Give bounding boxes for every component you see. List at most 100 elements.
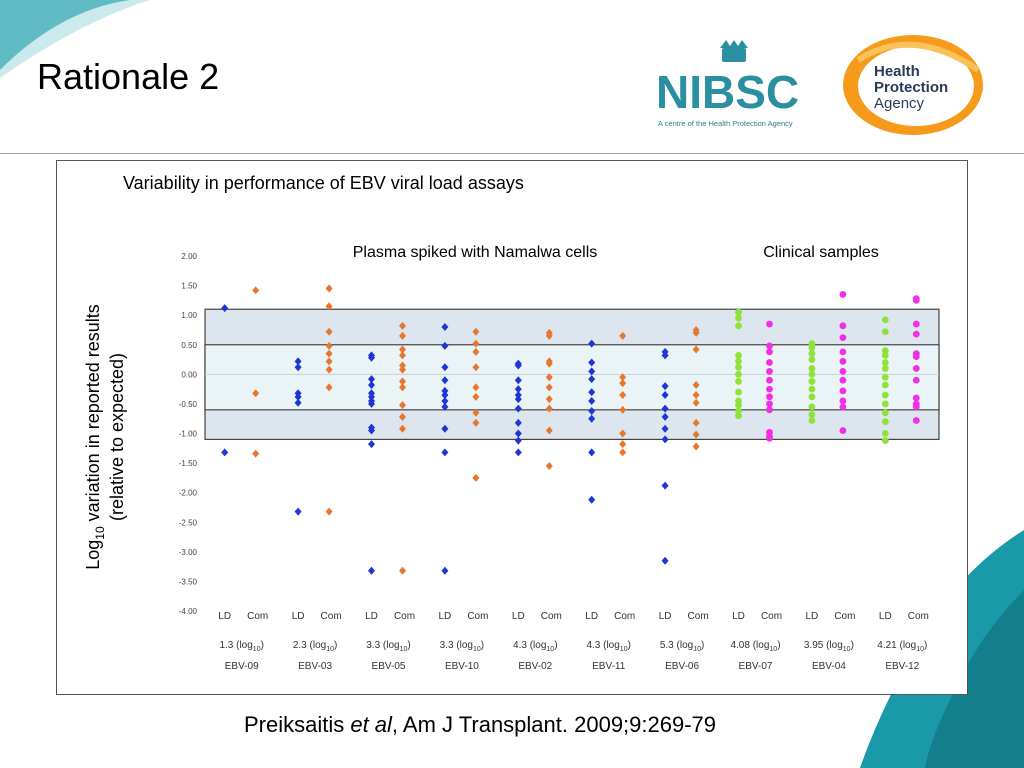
data-point-ld bbox=[441, 566, 449, 575]
data-point-com bbox=[692, 442, 700, 451]
data-point-com bbox=[912, 320, 920, 328]
x-label-com: Com bbox=[688, 611, 709, 622]
data-point-com bbox=[545, 404, 553, 413]
data-point-ld bbox=[441, 376, 449, 385]
data-point-ld bbox=[661, 424, 669, 433]
data-point-ld bbox=[294, 392, 302, 401]
y-tick-label: -3.00 bbox=[179, 548, 198, 557]
data-point-ld bbox=[588, 375, 596, 384]
citation-rest: , Am J Transplant. 2009;9:269-79 bbox=[391, 712, 717, 737]
data-point-ld bbox=[735, 357, 742, 365]
data-point-ld bbox=[808, 378, 816, 385]
data-point-com bbox=[325, 383, 333, 392]
data-point-com bbox=[692, 418, 700, 427]
data-point-com bbox=[472, 418, 480, 427]
data-point-ld bbox=[514, 395, 522, 404]
x-label-conc: 3.3 (log10) bbox=[440, 640, 485, 653]
data-point-com bbox=[692, 380, 700, 389]
data-point-com bbox=[399, 383, 406, 392]
y-tick-label: -1.00 bbox=[179, 430, 198, 439]
data-point-ld bbox=[881, 409, 889, 417]
data-point-com bbox=[472, 347, 480, 356]
data-point-ld bbox=[368, 375, 375, 384]
data-point-com bbox=[545, 395, 553, 404]
data-point-ld bbox=[588, 358, 596, 367]
data-point-ld bbox=[881, 347, 889, 355]
x-label-conc: 3.95 (log10) bbox=[804, 640, 854, 653]
x-label-ld: LD bbox=[439, 611, 452, 622]
data-point-com bbox=[399, 345, 406, 354]
data-point-ld bbox=[661, 351, 669, 360]
data-point-com bbox=[766, 320, 773, 328]
data-point-com bbox=[766, 376, 773, 384]
data-point-com bbox=[692, 398, 700, 407]
crown-icon bbox=[720, 40, 748, 62]
data-point-ld bbox=[808, 411, 816, 418]
x-label-com: Com bbox=[614, 611, 635, 622]
data-point-ld bbox=[441, 341, 449, 350]
data-point-ld bbox=[808, 403, 816, 411]
data-point-com bbox=[399, 566, 406, 575]
data-point-com bbox=[399, 365, 406, 374]
data-point-com bbox=[545, 359, 553, 368]
data-point-com bbox=[619, 379, 627, 388]
data-point-com bbox=[252, 449, 260, 458]
x-label-sample: EBV-07 bbox=[739, 661, 773, 672]
data-point-ld bbox=[735, 378, 742, 385]
y-axis-label-sub: 10 bbox=[93, 526, 107, 540]
group-label-spiked: Plasma spiked with Namalwa cells bbox=[353, 244, 598, 261]
x-label-com: Com bbox=[321, 611, 342, 622]
data-point-ld bbox=[514, 429, 522, 438]
data-point-com bbox=[325, 284, 333, 293]
data-point-ld bbox=[881, 365, 889, 372]
data-point-ld bbox=[588, 367, 596, 376]
nibsc-tagline: A centre of the Health Protection Agency bbox=[658, 119, 793, 128]
header-divider bbox=[0, 153, 1024, 154]
svg-text:Log10 variation in reported re: Log10 variation in reported results bbox=[83, 304, 107, 570]
data-point-ld bbox=[588, 339, 596, 348]
data-point-com bbox=[766, 393, 773, 401]
data-point-com bbox=[619, 391, 627, 400]
x-label-sample: EBV-09 bbox=[225, 661, 259, 672]
nibsc-logo: NIBSC A centre of the Health Protection … bbox=[656, 40, 799, 128]
y-tick-label: 2.00 bbox=[181, 252, 197, 261]
data-point-com bbox=[252, 286, 260, 295]
data-point-ld bbox=[808, 393, 816, 401]
x-label-conc: 3.3 (log10) bbox=[366, 640, 411, 653]
data-point-com bbox=[912, 296, 920, 304]
data-point-ld bbox=[735, 388, 742, 396]
data-point-ld bbox=[735, 314, 742, 322]
x-label-sample: EBV-02 bbox=[518, 661, 552, 672]
data-point-ld bbox=[368, 426, 375, 435]
data-point-ld bbox=[881, 400, 889, 408]
x-label-ld: LD bbox=[879, 611, 892, 622]
data-point-ld bbox=[881, 391, 889, 399]
data-point-ld bbox=[808, 356, 816, 363]
data-point-com bbox=[472, 408, 480, 417]
data-point-ld bbox=[221, 304, 229, 313]
citation: Preiksaitis et al, Am J Transplant. 2009… bbox=[0, 712, 960, 738]
data-point-ld bbox=[368, 380, 375, 389]
data-point-ld bbox=[808, 370, 816, 378]
data-point-com bbox=[912, 394, 920, 402]
data-point-com bbox=[766, 342, 773, 350]
data-point-com bbox=[399, 424, 406, 433]
data-point-com bbox=[545, 331, 553, 340]
data-point-ld bbox=[808, 365, 816, 372]
data-point-ld bbox=[514, 404, 522, 413]
data-point-com bbox=[619, 373, 627, 382]
data-point-com bbox=[472, 363, 480, 372]
data-point-com bbox=[325, 327, 333, 336]
data-point-ld bbox=[514, 448, 522, 457]
x-label-sample: EBV-06 bbox=[665, 661, 699, 672]
y-axis-label-line2: (relative to expected) bbox=[107, 353, 127, 521]
data-point-com bbox=[766, 359, 773, 366]
data-point-ld bbox=[441, 402, 449, 411]
data-point-ld bbox=[881, 381, 889, 389]
x-label-com: Com bbox=[761, 611, 782, 622]
data-point-ld bbox=[441, 391, 449, 400]
y-axis-label: Log10 variation in reported results (rel… bbox=[83, 304, 127, 570]
x-label-com: Com bbox=[834, 611, 855, 622]
y-tick-label: -2.50 bbox=[179, 518, 198, 527]
data-point-ld bbox=[735, 412, 742, 420]
